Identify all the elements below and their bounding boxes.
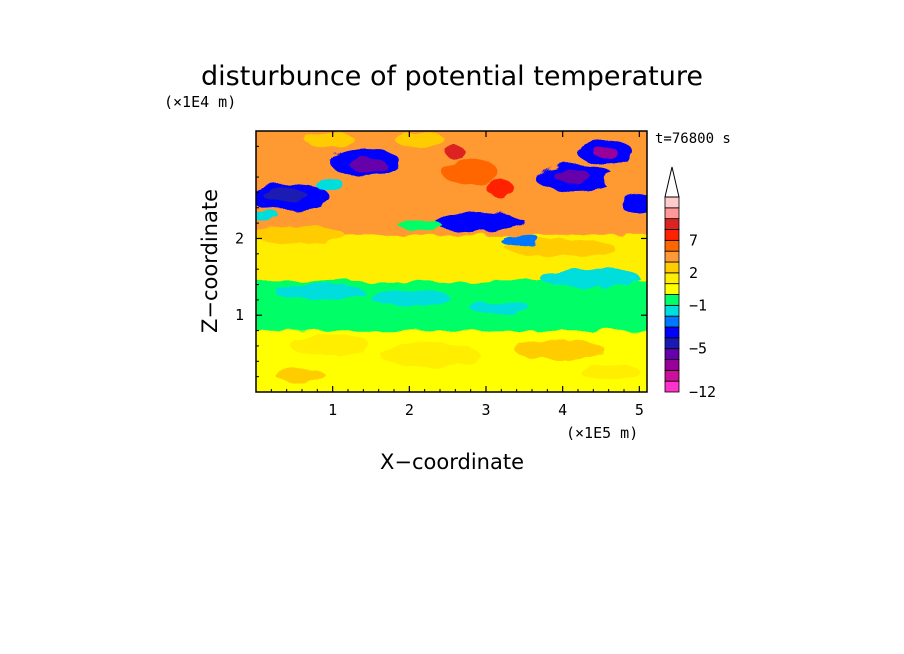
colorbar-segment [664, 315, 680, 328]
colorbar-segment [664, 196, 680, 209]
contour-patch [258, 146, 322, 174]
colorbar-segment [664, 229, 680, 241]
contour-patch [275, 368, 325, 382]
colorbar-segment [664, 283, 680, 295]
contour-patch [305, 133, 355, 147]
contour-patch [316, 179, 344, 191]
contour-patch [540, 268, 640, 288]
y-tick-label: 2 [235, 229, 244, 247]
contour-patch [445, 146, 465, 158]
plot-frame [255, 130, 648, 393]
colorbar: −12−5−127 [664, 166, 716, 401]
contour-patch [370, 291, 450, 305]
colorbar-segment [664, 207, 680, 220]
contour-patch [395, 133, 445, 147]
colorbar-tick-label: 7 [689, 231, 698, 249]
contour-patch [622, 195, 647, 215]
contour-patch [500, 234, 540, 246]
contour-field [256, 131, 647, 392]
colorbar-segment [664, 359, 680, 371]
y-tick-label: 1 [235, 306, 244, 324]
colorbar-segment [664, 337, 680, 350]
chart-title: disturbunce of potential temperature [201, 61, 703, 92]
colorbar-segment [664, 380, 680, 393]
colorbar-segment [664, 272, 680, 285]
contour-patch [508, 203, 572, 221]
colorbar-segment [664, 304, 680, 317]
colorbar-tick-label: −5 [689, 340, 707, 358]
contour-patch [263, 188, 307, 202]
x-axis: 1 2 3 4 5 [270, 131, 644, 419]
colorbar-extend-arrow [664, 166, 680, 198]
contour-patch [256, 226, 345, 244]
time-label: t=76800 s [655, 131, 731, 147]
contour-patch [498, 137, 542, 153]
contour-patch [380, 243, 460, 257]
contour-patch [275, 284, 365, 300]
colorbar-segment [664, 369, 680, 382]
contour-patch [256, 210, 279, 220]
contour-patch [398, 220, 442, 230]
colorbar-segment [664, 326, 680, 339]
x-axis-label: X−coordinate [380, 450, 524, 474]
x-unit-label: (×1E5 m) [566, 424, 638, 442]
contour-patch [515, 340, 605, 360]
colorbar-segment [664, 261, 680, 274]
contour-patch [554, 169, 590, 183]
contour-patch [355, 193, 415, 213]
y-axis-label: Z−coordinate [198, 189, 222, 333]
y-axis: 12 [235, 145, 647, 378]
contour-patch [350, 157, 386, 173]
colorbar-segment [664, 250, 680, 263]
x-tick-label: 4 [558, 401, 567, 419]
contour-patch [435, 212, 525, 232]
contour-patch [604, 174, 636, 190]
colorbar-tick-label: −1 [689, 296, 707, 314]
colorbar-segment [664, 294, 680, 306]
y-unit-label: (×1E4 m) [164, 93, 236, 111]
x-tick-label: 1 [328, 401, 337, 419]
colorbar-segment [664, 218, 680, 230]
contour-patch [290, 335, 370, 355]
x-tick-label: 2 [405, 401, 414, 419]
contour-patch [380, 343, 480, 367]
x-tick-label: 3 [481, 401, 490, 419]
colorbar-tick-label: −12 [689, 383, 716, 401]
contour-patch [442, 159, 498, 185]
contour-patch [486, 180, 514, 196]
colorbar-segment [664, 239, 680, 252]
colorbar-segment [664, 348, 680, 360]
contour-patch [593, 146, 617, 158]
x-tick-label: 5 [635, 401, 644, 419]
colorbar-tick-label: 2 [689, 264, 698, 282]
contour-patch [470, 302, 530, 314]
contour-patch [580, 364, 640, 380]
